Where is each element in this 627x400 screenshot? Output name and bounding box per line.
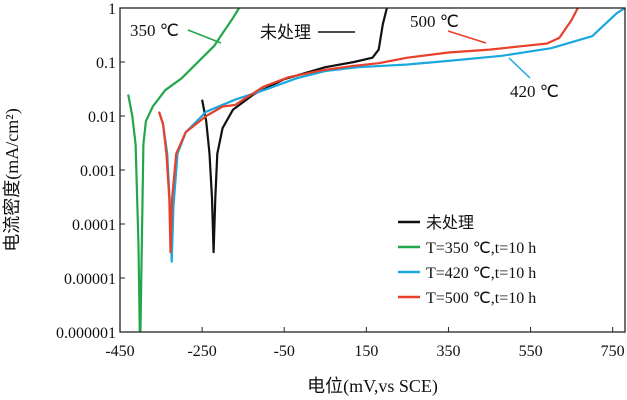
legend-label: T=350 ℃,t=10 h [426,240,536,257]
x-tick-label: 750 [601,343,625,360]
y-tick-label: 0.0001 [72,217,116,234]
x-tick-label: 550 [519,343,543,360]
series-line-2 [157,8,625,263]
x-tick-label: -250 [187,343,216,360]
y-tick-label: 0.00001 [64,271,116,288]
annotation-leader [447,30,487,44]
x-tick-label: -50 [274,343,295,360]
x-axis-title: 电位(mV,vs SCE) [307,376,438,397]
x-tick-label: 350 [436,343,460,360]
y-axis-title: 电流密度(mA/cm²) [2,108,23,251]
plot-area-frame [119,7,626,333]
y-tick-label: 1 [108,1,116,18]
series-line-3 [157,8,579,254]
y-tick-labels: 0.000001 0.00001 0.0001 0.001 0.01 0.1 1 [56,1,116,342]
annotation-label: 350 ℃ [130,21,179,40]
y-tick-label: 0.001 [80,163,116,180]
annotation-label: 420 ℃ [510,82,559,101]
legend-label: 未处理 [426,214,474,232]
annotation-layer: 350 ℃ 未处理 500 ℃ 420 ℃ [130,12,559,101]
annotation-leader [187,29,222,44]
annotation-leader [508,57,531,79]
y-tick-label: 0.1 [96,55,116,72]
legend-label: T=500 ℃,t=10 h [426,290,536,307]
legend-label: T=420 ℃,t=10 h [426,265,536,282]
tick-marks [119,7,614,333]
x-tick-labels: -450 -250 -50 150 350 550 750 [105,343,624,360]
legend: 未处理 T=350 ℃,t=10 h T=420 ℃,t=10 h T=500 ℃,t… [398,214,536,307]
y-tick-label: 0.000001 [56,325,116,342]
x-tick-label: -450 [105,343,134,360]
series-layer [127,8,625,332]
y-tick-label: 0.01 [88,109,116,126]
annotation-label: 500 ℃ [410,12,459,31]
series-line-0 [201,8,388,254]
series-line-1 [127,8,241,332]
x-tick-label: 150 [354,343,378,360]
annotation-label: 未处理 [260,23,311,42]
